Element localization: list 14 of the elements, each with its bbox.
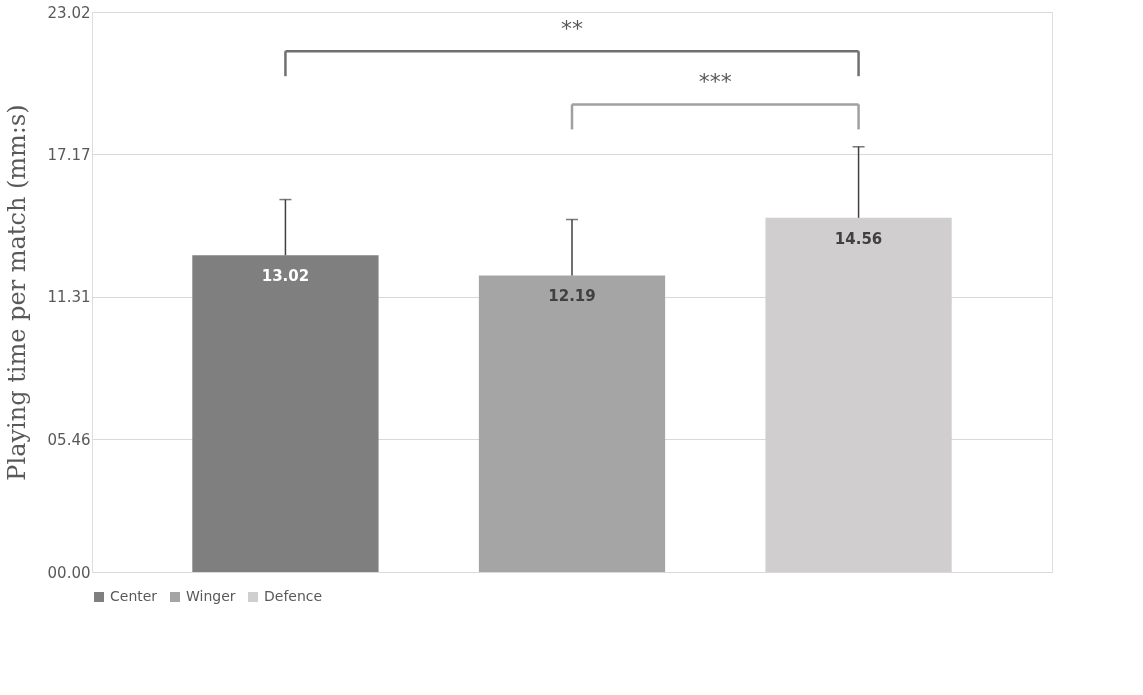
legend-label: Defence xyxy=(264,588,323,604)
y-tick-label: 11.31 xyxy=(47,288,91,307)
data-label: 14.56 xyxy=(834,229,883,248)
y-tick-label: 00.00 xyxy=(47,563,91,582)
y-tick-label: 23.02 xyxy=(47,3,91,22)
y-tick-label: 05.46 xyxy=(47,430,91,449)
annotation: ** xyxy=(561,16,583,42)
y-tick-label: 17.17 xyxy=(47,145,91,164)
data-label: 12.19 xyxy=(548,287,596,306)
data-label: 13.02 xyxy=(261,267,310,286)
annotation: *** xyxy=(698,69,732,95)
legend-label: Winger xyxy=(186,588,236,604)
y-axis-title: Playing time per match (mm:s) xyxy=(2,104,31,481)
legend-label: Center xyxy=(110,588,158,604)
